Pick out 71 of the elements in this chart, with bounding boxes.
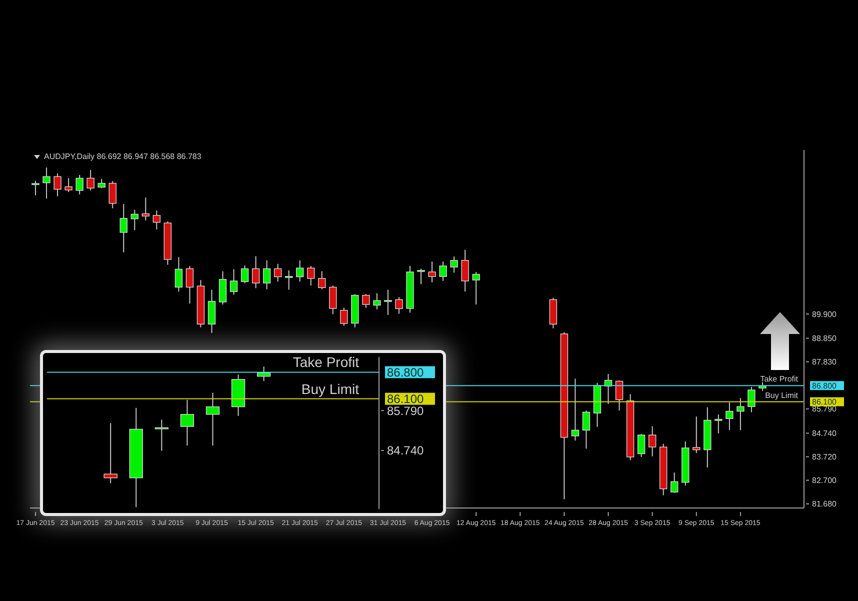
candlestick bbox=[439, 261, 447, 282]
ref-line-label: Take Profit bbox=[760, 374, 799, 384]
candlestick bbox=[186, 265, 194, 304]
candlestick bbox=[307, 265, 315, 286]
candlestick bbox=[42, 167, 50, 200]
candlestick bbox=[208, 289, 216, 334]
candlestick bbox=[240, 264, 249, 284]
y-tick-label: 85.790 bbox=[387, 404, 424, 418]
candlestick bbox=[86, 170, 94, 191]
y-tick-label: 83.720 bbox=[812, 452, 838, 462]
candlestick bbox=[726, 402, 734, 431]
candlestick bbox=[318, 270, 326, 290]
candlestick bbox=[450, 256, 458, 274]
y-tick-label: 86.800 bbox=[387, 365, 424, 380]
candlestick bbox=[64, 178, 72, 193]
candlestick bbox=[582, 410, 590, 450]
y-tick-label: 89.900 bbox=[812, 310, 838, 319]
y-tick-label: 85.790 bbox=[812, 404, 838, 414]
candlestick bbox=[395, 296, 403, 314]
candlestick bbox=[142, 197, 150, 221]
candlestick bbox=[274, 263, 282, 282]
candlestick bbox=[296, 260, 304, 282]
candlestick bbox=[571, 378, 580, 442]
candlestick bbox=[152, 210, 161, 230]
ref-line-label: Buy Limit bbox=[765, 390, 799, 400]
candlestick bbox=[736, 398, 744, 431]
candlestick bbox=[98, 178, 106, 189]
candlestick bbox=[120, 204, 128, 253]
candlestick bbox=[76, 174, 84, 195]
candlestick bbox=[748, 386, 756, 413]
candlestick bbox=[417, 268, 425, 285]
y-tick-label: 88.850 bbox=[812, 334, 838, 344]
candlestick bbox=[256, 366, 271, 382]
ref-line-label: Take Profit bbox=[292, 354, 360, 370]
y-tick-label: 84.740 bbox=[812, 428, 838, 438]
candlestick bbox=[32, 180, 40, 196]
candlestick bbox=[230, 268, 238, 296]
y-tick-label: 86.100 bbox=[387, 392, 424, 406]
candlestick bbox=[262, 260, 271, 290]
candlestick bbox=[472, 271, 480, 306]
y-tick-label: 81.680 bbox=[812, 500, 838, 509]
candlestick bbox=[670, 472, 678, 494]
candlestick bbox=[252, 256, 260, 289]
candlestick bbox=[615, 380, 624, 412]
candlestick bbox=[108, 180, 116, 209]
candlestick bbox=[180, 399, 194, 446]
y-tick-label: 82.700 bbox=[812, 476, 838, 486]
candlestick bbox=[54, 172, 62, 197]
candlestick bbox=[362, 294, 370, 308]
ref-line-label: Buy Limit bbox=[301, 380, 360, 397]
y-tick-label: 86.100 bbox=[812, 398, 838, 407]
candlestick bbox=[329, 285, 337, 315]
candlestick bbox=[637, 434, 646, 458]
chart-title: AUDJPY,Daily 86.692 86.947 86.568 86.783 bbox=[44, 152, 202, 161]
y-tick-label: 84.740 bbox=[387, 444, 424, 458]
candlestick bbox=[428, 261, 436, 283]
candlestick bbox=[340, 307, 348, 326]
candlestick bbox=[206, 392, 220, 446]
candlestick bbox=[373, 292, 381, 310]
candlestick bbox=[384, 289, 392, 316]
candlestick bbox=[284, 270, 293, 290]
y-tick-label: 87.830 bbox=[812, 358, 838, 367]
candlestick bbox=[692, 416, 700, 454]
candlestick bbox=[218, 270, 227, 306]
candlestick bbox=[104, 422, 118, 484]
y-tick-label: 86.800 bbox=[812, 381, 838, 390]
candlestick bbox=[130, 209, 138, 231]
candlestick bbox=[174, 256, 183, 292]
candlestick bbox=[648, 426, 656, 457]
candlestick bbox=[714, 414, 722, 434]
candlestick bbox=[461, 249, 469, 292]
